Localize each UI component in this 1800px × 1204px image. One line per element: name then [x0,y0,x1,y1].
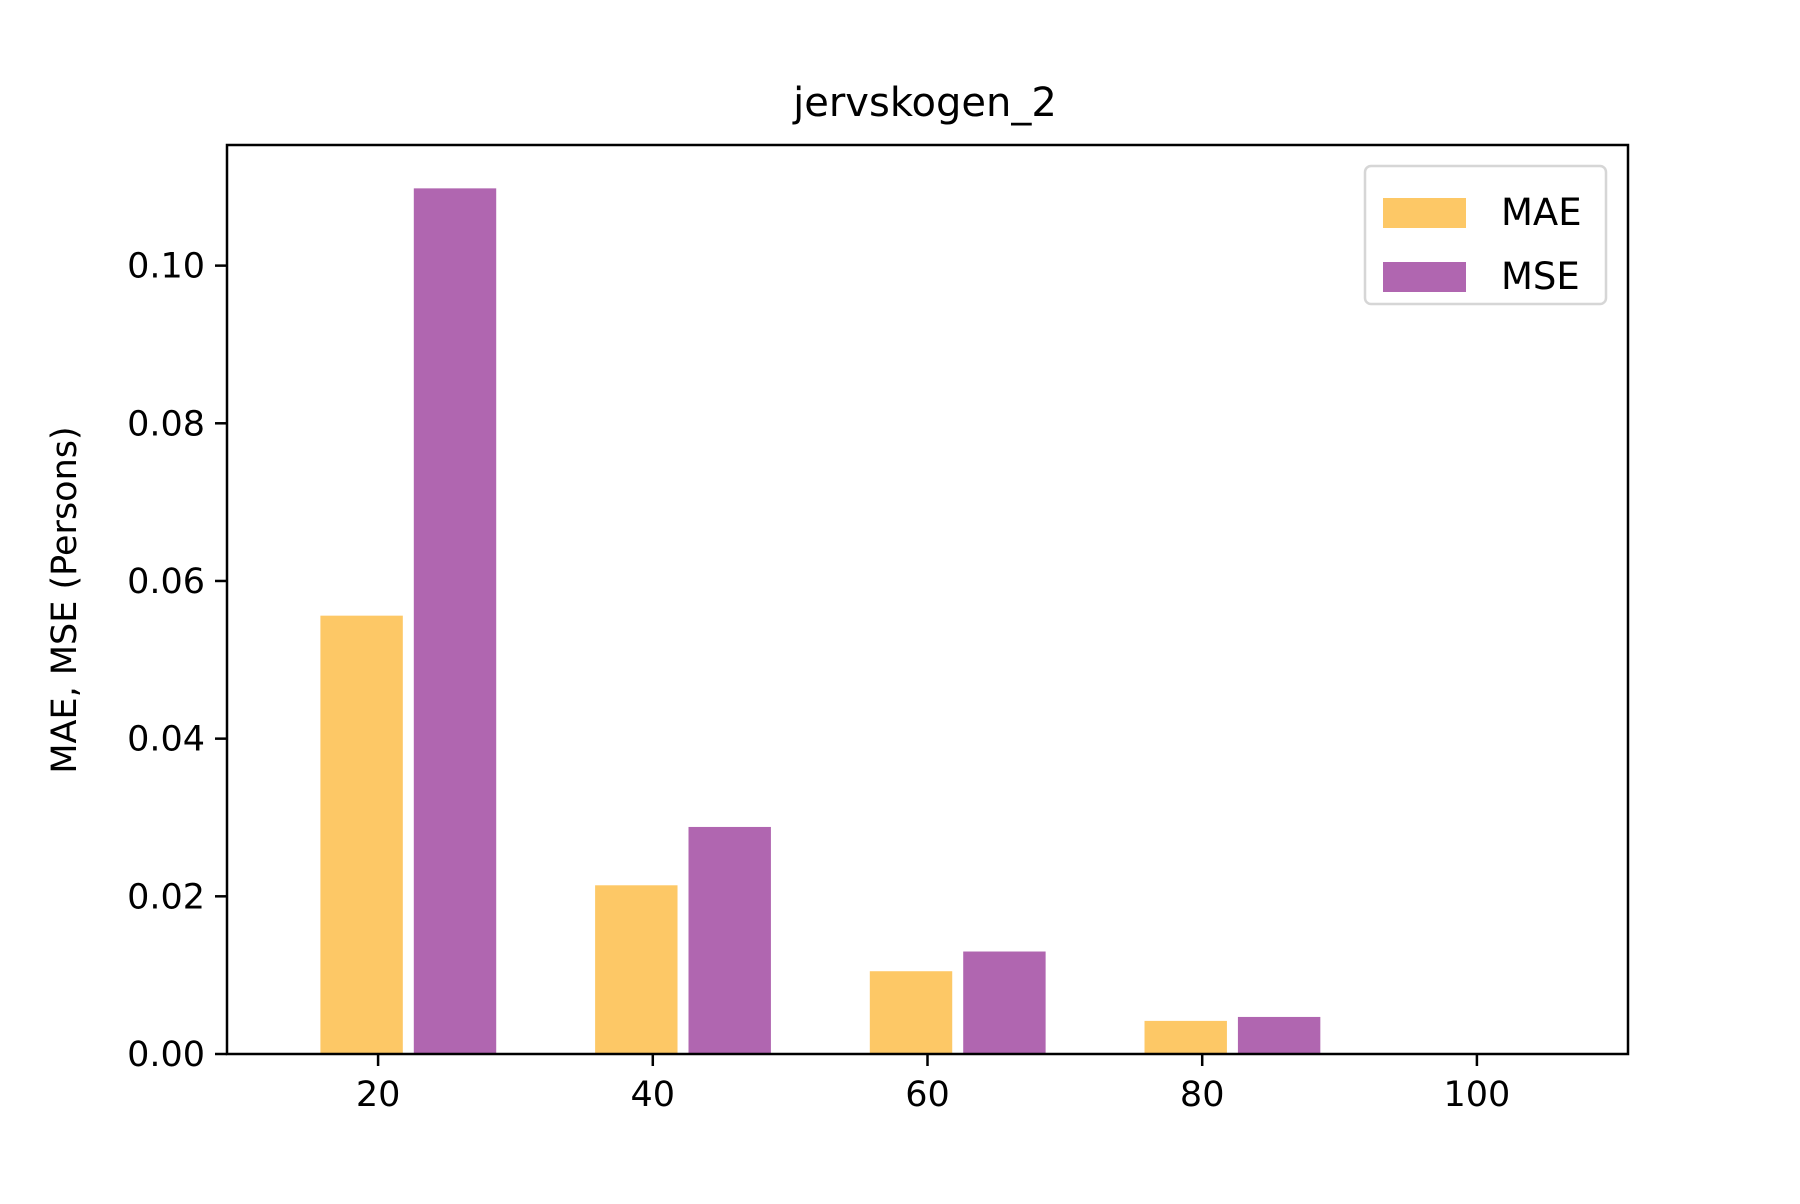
chart-title: jervskogen_2 [792,80,1057,126]
y-tick-label: 0.00 [127,1035,205,1075]
legend-swatch-mse [1383,262,1466,292]
y-tick-label: 0.10 [127,247,205,287]
x-tick-label: 20 [356,1075,401,1115]
legend-swatch-mae [1383,198,1466,228]
bar-mae-20 [320,615,403,1054]
x-tick-label: 80 [1180,1075,1225,1115]
bar-mse-40 [688,826,771,1054]
legend: MAE MSE [1363,164,1608,306]
y-tick-label: 0.04 [127,720,205,760]
ticks-layer: 20 40 60 80 100 0.00 0.02 0.04 0.06 0.08 0.10 [127,247,1510,1115]
y-axis-label: MAE, MSE (Persons) [45,426,85,773]
bar-mse-20 [413,188,497,1055]
bars-layer [320,188,1321,1055]
bar-mse-60 [963,951,1046,1054]
legend-label-mae: MAE [1501,191,1582,234]
x-tick-label: 40 [631,1075,676,1115]
x-tick-label: 100 [1444,1075,1511,1115]
bar-mae-80 [1144,1020,1227,1054]
y-tick-label: 0.06 [127,562,205,602]
plot-frame [225,143,1630,1056]
y-tick-label: 0.02 [127,877,205,917]
bar-mse-80 [1237,1016,1321,1054]
legend-label-mse: MSE [1501,255,1580,298]
y-tick-label: 0.08 [127,404,205,444]
bar-mae-60 [869,971,953,1054]
bar-mae-40 [595,885,678,1054]
x-tick-label: 60 [905,1075,950,1115]
